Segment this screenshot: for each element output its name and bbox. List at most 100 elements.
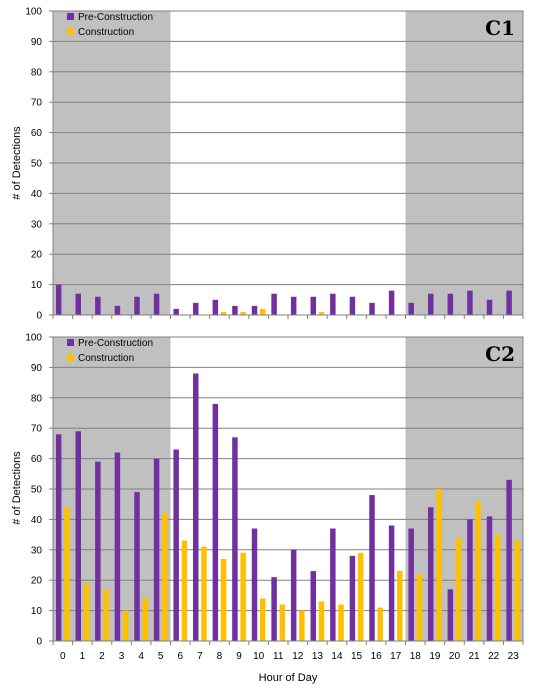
y-axis-title-c1: # of Detections <box>11 126 23 200</box>
bar-pre-construction-18 <box>408 528 414 641</box>
bar-construction-23 <box>514 540 521 641</box>
bar-construction-16 <box>377 607 383 641</box>
bar-pre-construction-9 <box>232 437 238 641</box>
bar-pre-construction-1 <box>75 431 82 641</box>
bar-construction-18 <box>416 574 423 641</box>
x-tick-label-7: 7 <box>197 651 203 662</box>
bar-pre-construction-16 <box>369 495 375 641</box>
x-tick-label-4: 4 <box>138 651 144 662</box>
bar-pre-construction-20 <box>447 293 454 315</box>
bar-construction-6 <box>181 540 188 641</box>
bar-pre-construction-2 <box>95 296 101 315</box>
x-tick-label-14: 14 <box>331 651 343 662</box>
y-tick-label-10: 10 <box>31 606 43 617</box>
bar-pre-construction-7 <box>193 373 199 641</box>
bar-construction-22 <box>494 534 501 641</box>
bar-pre-construction-3 <box>114 305 121 315</box>
x-tick-label-22: 22 <box>488 651 500 662</box>
bar-pre-construction-4 <box>134 492 140 641</box>
bar-pre-construction-14 <box>330 528 336 641</box>
bar-construction-13 <box>318 311 325 315</box>
legend-label-pre-construction: Pre-Construction <box>78 12 153 23</box>
x-tick-label-3: 3 <box>119 651 125 662</box>
legend-swatch-pre-construction <box>67 13 74 20</box>
y-tick-label-60: 60 <box>31 128 43 139</box>
y-tick-label-90: 90 <box>31 37 43 48</box>
x-tick-label-12: 12 <box>292 651 304 662</box>
x-tick-label-13: 13 <box>312 651 324 662</box>
y-tick-label-100: 100 <box>25 7 42 18</box>
bar-construction-9 <box>240 552 246 641</box>
bar-pre-construction-11 <box>271 577 277 641</box>
x-tick-label-21: 21 <box>468 651 480 662</box>
bar-pre-construction-0 <box>55 434 62 641</box>
bar-construction-4 <box>142 598 148 641</box>
x-tick-label-10: 10 <box>253 651 265 662</box>
x-tick-label-9: 9 <box>236 651 242 662</box>
y-tick-label-50: 50 <box>31 485 43 496</box>
bar-construction-17 <box>397 571 403 641</box>
bar-pre-construction-7 <box>193 302 199 315</box>
x-tick-label-23: 23 <box>508 651 520 662</box>
bar-construction-2 <box>103 589 109 641</box>
legend-label-construction: Construction <box>78 353 134 364</box>
bar-construction-15 <box>357 552 364 641</box>
y-tick-label-20: 20 <box>31 250 43 261</box>
bar-pre-construction-17 <box>388 290 395 315</box>
bar-pre-construction-13 <box>310 571 317 641</box>
bar-pre-construction-14 <box>330 293 336 315</box>
bar-pre-construction-11 <box>271 293 277 315</box>
bar-construction-0 <box>64 507 70 641</box>
bar-pre-construction-12 <box>290 549 297 641</box>
bar-construction-11 <box>279 604 286 641</box>
bar-pre-construction-6 <box>173 449 179 641</box>
bar-pre-construction-15 <box>349 296 356 315</box>
x-tick-label-11: 11 <box>273 651 284 662</box>
y-tick-label-100: 100 <box>25 333 42 344</box>
y-tick-label-40: 40 <box>31 189 43 200</box>
y-tick-label-40: 40 <box>31 515 43 526</box>
x-tick-label-19: 19 <box>429 651 441 662</box>
chart-panel-c1: 0 10 20 30 40 50 60 70 80 90 100 Pre-Construction Co… <box>25 7 524 322</box>
bar-pre-construction-16 <box>369 302 375 315</box>
bar-pre-construction-12 <box>290 296 297 315</box>
bar-construction-14 <box>338 604 344 641</box>
bar-pre-construction-13 <box>310 296 317 315</box>
bar-pre-construction-2 <box>95 461 101 641</box>
x-tick-label-0: 0 <box>60 651 66 662</box>
bar-pre-construction-23 <box>506 479 512 641</box>
bar-construction-7 <box>201 546 207 641</box>
bar-construction-10 <box>259 598 266 641</box>
bar-construction-21 <box>475 501 481 641</box>
legend-label-pre-construction: Pre-Construction <box>78 338 153 349</box>
y-tick-label-30: 30 <box>31 219 43 230</box>
y-tick-label-20: 20 <box>31 576 43 587</box>
bar-pre-construction-21 <box>467 290 473 315</box>
x-tick-label-6: 6 <box>178 651 184 662</box>
x-tick-label-8: 8 <box>217 651 223 662</box>
bar-pre-construction-8 <box>212 403 219 641</box>
legend-swatch-construction <box>67 354 74 361</box>
x-tick-label-5: 5 <box>158 651 164 662</box>
bar-pre-construction-19 <box>428 507 434 641</box>
bar-pre-construction-5 <box>153 458 160 641</box>
bar-pre-construction-10 <box>251 305 258 315</box>
x-tick-label-2: 2 <box>99 651 105 662</box>
bar-pre-construction-21 <box>467 519 473 641</box>
panel-label-c1: C1 <box>485 16 515 40</box>
x-tick-label-18: 18 <box>410 651 422 662</box>
bar-construction-12 <box>299 610 305 641</box>
x-tick-label-15: 15 <box>351 651 363 662</box>
legend-swatch-construction <box>67 28 74 35</box>
bar-pre-construction-4 <box>134 296 140 315</box>
y-tick-label-0: 0 <box>36 311 42 322</box>
y-tick-label-0: 0 <box>36 637 42 648</box>
bar-pre-construction-20 <box>447 589 454 641</box>
bar-construction-8 <box>220 558 227 641</box>
bar-construction-9 <box>240 311 246 315</box>
bar-pre-construction-15 <box>349 555 356 641</box>
legend-swatch-pre-construction <box>67 339 74 346</box>
bar-pre-construction-19 <box>428 293 434 315</box>
